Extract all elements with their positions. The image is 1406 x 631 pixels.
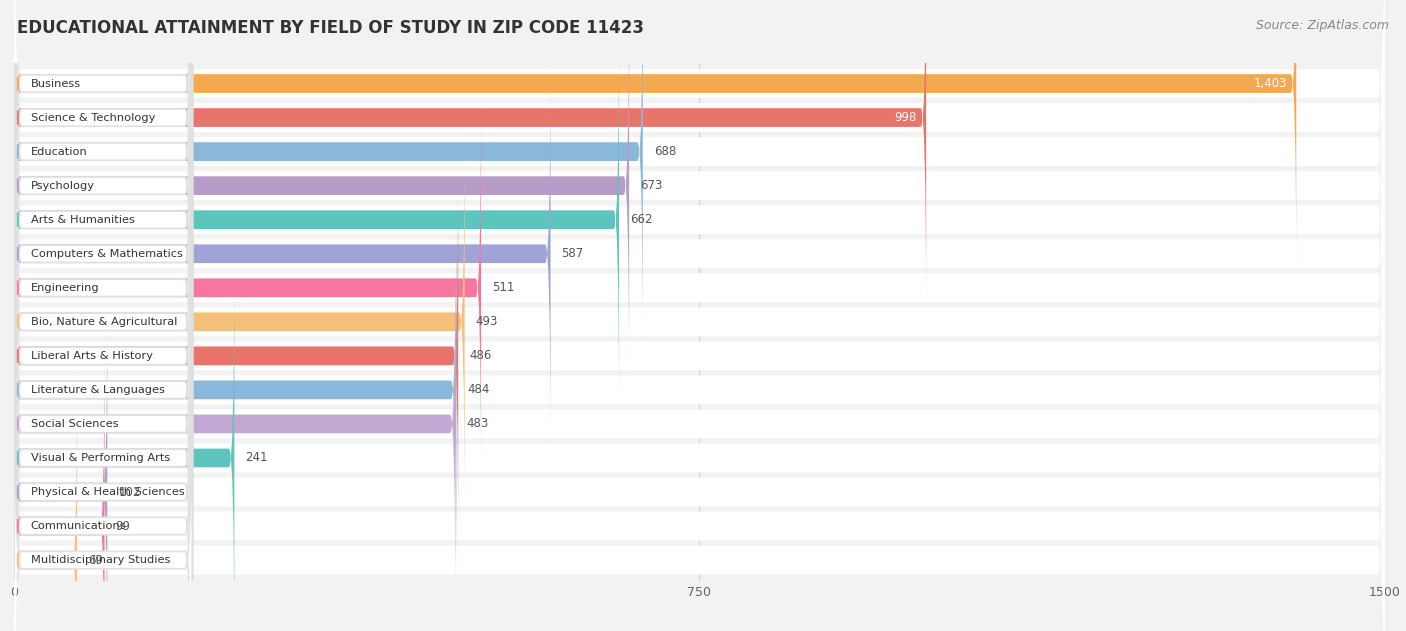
Text: Source: ZipAtlas.com: Source: ZipAtlas.com — [1256, 19, 1389, 32]
FancyBboxPatch shape — [14, 194, 193, 631]
Text: 484: 484 — [467, 384, 489, 396]
Text: 662: 662 — [630, 213, 652, 226]
FancyBboxPatch shape — [14, 302, 1385, 631]
FancyBboxPatch shape — [14, 93, 481, 483]
Text: 241: 241 — [245, 451, 267, 464]
FancyBboxPatch shape — [14, 297, 107, 631]
FancyBboxPatch shape — [14, 127, 464, 517]
FancyBboxPatch shape — [14, 92, 193, 620]
FancyBboxPatch shape — [14, 0, 193, 347]
FancyBboxPatch shape — [14, 0, 1385, 444]
FancyBboxPatch shape — [14, 0, 1385, 512]
Text: 102: 102 — [118, 485, 141, 498]
FancyBboxPatch shape — [14, 132, 1385, 631]
FancyBboxPatch shape — [14, 58, 193, 586]
Text: 69: 69 — [89, 553, 103, 567]
FancyBboxPatch shape — [14, 262, 193, 631]
FancyBboxPatch shape — [14, 0, 1296, 278]
FancyBboxPatch shape — [14, 0, 1385, 341]
FancyBboxPatch shape — [14, 166, 1385, 631]
Text: Arts & Humanities: Arts & Humanities — [31, 215, 135, 225]
Text: Communications: Communications — [31, 521, 127, 531]
FancyBboxPatch shape — [14, 126, 193, 631]
FancyBboxPatch shape — [14, 297, 193, 631]
Text: Social Sciences: Social Sciences — [31, 419, 118, 429]
FancyBboxPatch shape — [14, 0, 1385, 410]
FancyBboxPatch shape — [14, 200, 1385, 631]
Text: Engineering: Engineering — [31, 283, 100, 293]
Text: Liberal Arts & History: Liberal Arts & History — [31, 351, 152, 361]
FancyBboxPatch shape — [14, 64, 1385, 580]
Text: 483: 483 — [467, 418, 489, 430]
FancyBboxPatch shape — [14, 160, 193, 631]
Text: 688: 688 — [654, 145, 676, 158]
FancyBboxPatch shape — [14, 30, 1385, 546]
Text: Literature & Languages: Literature & Languages — [31, 385, 165, 395]
Text: 998: 998 — [894, 111, 917, 124]
FancyBboxPatch shape — [14, 0, 193, 381]
Text: Visual & Performing Arts: Visual & Performing Arts — [31, 453, 170, 463]
FancyBboxPatch shape — [14, 161, 458, 551]
FancyBboxPatch shape — [14, 0, 193, 483]
FancyBboxPatch shape — [14, 234, 1385, 631]
Text: Education: Education — [31, 146, 87, 156]
FancyBboxPatch shape — [14, 0, 193, 517]
FancyBboxPatch shape — [14, 331, 104, 631]
Text: 673: 673 — [640, 179, 662, 192]
FancyBboxPatch shape — [14, 0, 193, 415]
FancyBboxPatch shape — [14, 0, 1385, 478]
FancyBboxPatch shape — [14, 0, 628, 380]
Text: 1,403: 1,403 — [1254, 77, 1286, 90]
Text: 511: 511 — [492, 281, 515, 294]
Text: Multidisciplinary Studies: Multidisciplinary Studies — [31, 555, 170, 565]
Text: 587: 587 — [561, 247, 583, 260]
FancyBboxPatch shape — [14, 25, 619, 415]
FancyBboxPatch shape — [14, 228, 193, 631]
FancyBboxPatch shape — [14, 263, 235, 631]
FancyBboxPatch shape — [14, 268, 1385, 631]
FancyBboxPatch shape — [14, 59, 551, 449]
Text: Business: Business — [31, 78, 80, 88]
Text: Bio, Nature & Agricultural: Bio, Nature & Agricultural — [31, 317, 177, 327]
Text: Physical & Health Sciences: Physical & Health Sciences — [31, 487, 184, 497]
FancyBboxPatch shape — [14, 0, 1385, 375]
Text: Computers & Mathematics: Computers & Mathematics — [31, 249, 183, 259]
FancyBboxPatch shape — [14, 229, 456, 619]
Text: 99: 99 — [115, 519, 131, 533]
Text: Psychology: Psychology — [31, 180, 94, 191]
Text: 486: 486 — [470, 350, 492, 362]
Text: Science & Technology: Science & Technology — [31, 112, 155, 122]
FancyBboxPatch shape — [14, 195, 457, 585]
FancyBboxPatch shape — [14, 0, 643, 346]
FancyBboxPatch shape — [14, 365, 77, 631]
FancyBboxPatch shape — [14, 0, 927, 312]
FancyBboxPatch shape — [14, 24, 193, 551]
FancyBboxPatch shape — [14, 98, 1385, 614]
Text: EDUCATIONAL ATTAINMENT BY FIELD OF STUDY IN ZIP CODE 11423: EDUCATIONAL ATTAINMENT BY FIELD OF STUDY… — [17, 19, 644, 37]
FancyBboxPatch shape — [14, 0, 193, 449]
Text: 493: 493 — [475, 316, 498, 328]
